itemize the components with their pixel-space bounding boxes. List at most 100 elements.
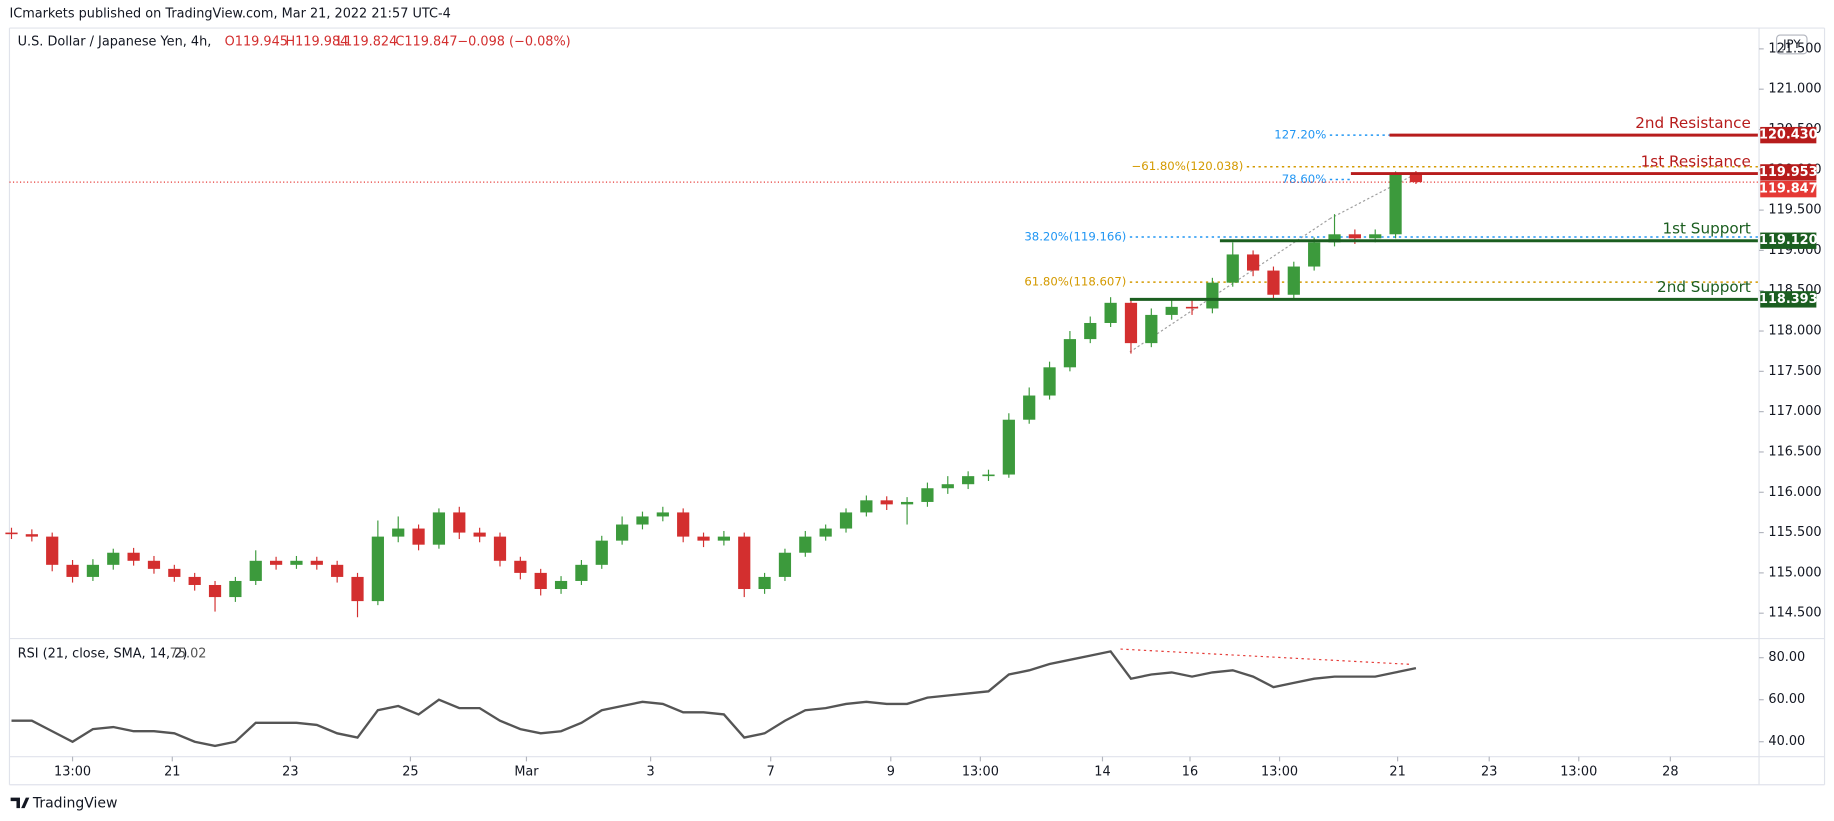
level-price-box <box>1760 126 1817 144</box>
fib-trend <box>1120 174 1414 665</box>
level-name: 2nd Resistance <box>1635 114 1751 132</box>
current-price: 119.847 <box>1759 182 1818 197</box>
level-price-box <box>1760 291 1817 308</box>
candle-body <box>412 528 425 545</box>
candle-body <box>1308 242 1321 267</box>
rsi-title: RSI (21, close, SMA, 14, 2) <box>18 646 188 661</box>
y-tick-label: 116.500 <box>1768 444 1821 459</box>
candle-body <box>1185 306 1199 309</box>
fib-label: 38.20%(119.166) <box>1024 230 1126 244</box>
candle-body <box>839 512 853 529</box>
currency-box[interactable] <box>1776 34 1808 55</box>
x-tick-label: 14 <box>1094 764 1110 779</box>
readout: O119.945 H119.984 L119.824 C119.847 −0.0… <box>225 35 571 50</box>
candle-body <box>900 501 914 505</box>
y-tick-label: 115.500 <box>1768 525 1821 540</box>
candle-body <box>1246 254 1260 271</box>
candle-body <box>371 536 384 602</box>
candle-body <box>310 560 323 565</box>
y-tick-label: 117.500 <box>1768 364 1821 379</box>
y-tick-label: 115.000 <box>1768 565 1821 580</box>
candle-body <box>331 564 344 577</box>
candle-body <box>1328 234 1341 243</box>
level-price: 119.120 <box>1759 233 1818 248</box>
candle-body <box>168 568 181 577</box>
y-tick-label: 118.000 <box>1768 324 1821 339</box>
high: H119.984 <box>285 35 348 50</box>
candle-body <box>1206 282 1219 309</box>
candle-body <box>269 560 283 565</box>
x-tick-label: 13:00 <box>1560 764 1597 779</box>
candle-body <box>799 536 812 553</box>
fib-label: 61.80%(118.607) <box>1024 275 1126 289</box>
close: C119.847 <box>395 35 457 50</box>
candle-body <box>86 564 100 577</box>
candle-body <box>1165 306 1178 315</box>
x-tick-label: 28 <box>1662 764 1678 779</box>
candle-body <box>208 584 222 598</box>
y-tick-label: 114.500 <box>1768 606 1821 621</box>
candle-body <box>1124 302 1138 344</box>
candle-body <box>66 564 79 577</box>
candle-body <box>493 536 507 561</box>
candle-body <box>351 576 364 602</box>
x-tick-label: 13:00 <box>1261 764 1298 779</box>
candle-body <box>677 512 690 537</box>
level-price: 119.953 <box>1759 165 1818 180</box>
candle-body <box>1002 419 1015 475</box>
candle-body <box>432 512 446 545</box>
level-name: 1st Resistance <box>1641 152 1751 170</box>
publisher: ICmarkets published on TradingView.com, … <box>9 7 450 22</box>
candle-body <box>778 552 792 577</box>
level-price-box <box>1760 232 1817 249</box>
candle-body <box>616 524 629 541</box>
candle-body <box>1043 367 1056 396</box>
candle-body <box>656 512 669 517</box>
candle-body <box>1145 314 1158 344</box>
candle-body <box>962 476 975 485</box>
candle-body <box>1023 395 1036 420</box>
logo-mark <box>10 797 30 809</box>
rsi-value: 75.02 <box>170 646 207 661</box>
candle-body <box>147 560 161 569</box>
level-price-box <box>1760 164 1817 181</box>
candle-body <box>738 536 751 590</box>
x-tick-label: 25 <box>402 764 418 779</box>
candle-body <box>1226 254 1239 283</box>
rsi-tick-label: 80.00 <box>1768 650 1805 665</box>
candle-body <box>453 512 466 533</box>
candle-body <box>758 576 771 590</box>
candle-body <box>290 560 303 565</box>
candle-body <box>229 580 242 598</box>
candle-body <box>249 560 262 581</box>
candle-body <box>188 576 201 585</box>
open: O119.945 <box>225 35 288 50</box>
candle-body <box>1084 322 1097 340</box>
candle-body <box>921 488 934 502</box>
candle-body <box>982 474 995 477</box>
rsi-line <box>11 650 1417 748</box>
x-tick-label: 21 <box>1389 764 1405 779</box>
fib-label: 127.20% <box>1274 128 1326 142</box>
level-price: 120.430 <box>1759 128 1818 143</box>
x-tick-label: 21 <box>164 764 180 779</box>
change: −0.098 (−0.08%) <box>457 35 570 50</box>
candle-body <box>1287 266 1300 295</box>
candle-body <box>819 528 832 537</box>
x-tick-label: 23 <box>1481 764 1497 779</box>
candle-body <box>595 540 608 565</box>
candle-body <box>697 536 710 541</box>
rsi-divergence <box>1120 648 1410 665</box>
candle-body <box>880 500 893 505</box>
candle-body <box>473 532 486 537</box>
level-name: 2nd Support <box>1657 278 1751 296</box>
symbol: U.S. Dollar / Japanese Yen, 4h, <box>18 35 212 50</box>
level-price: 118.393 <box>1759 292 1818 307</box>
x-tick-label: 13:00 <box>54 764 91 779</box>
candle-body <box>717 536 730 541</box>
candle-body <box>107 552 120 565</box>
currency: JPY <box>1782 37 1801 51</box>
y-tick-label: 117.000 <box>1768 404 1821 419</box>
